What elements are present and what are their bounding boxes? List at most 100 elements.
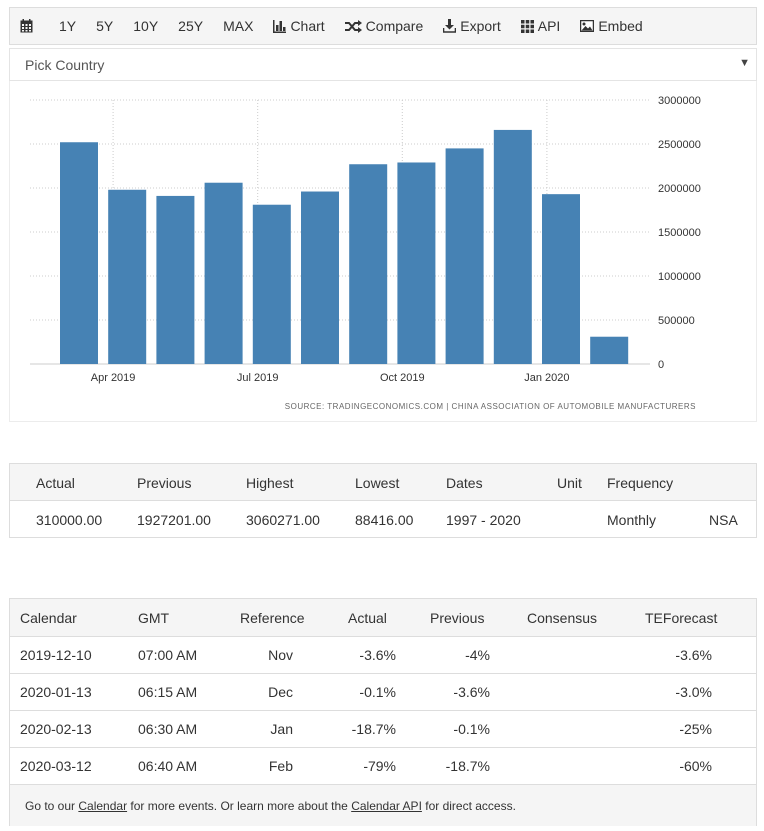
summary-header-actual: Actual	[36, 474, 75, 491]
calendar-cell-previous: -18.7%	[445, 758, 490, 774]
calendar-api-link[interactable]: Calendar API	[351, 798, 422, 813]
summary-header-previous: Previous	[137, 474, 192, 491]
y-tick-label: 3000000	[658, 95, 701, 107]
summary-frequency-value: Monthly	[607, 511, 657, 528]
calendar-icon	[20, 19, 33, 33]
calendar-header-actual: Actual	[348, 609, 387, 626]
footer-text-3: for direct access.	[421, 798, 516, 813]
grid-icon	[520, 19, 534, 33]
calendar-icon-button[interactable]	[10, 8, 49, 44]
calendar-cell-reference: Feb	[268, 758, 293, 774]
bar	[204, 182, 243, 364]
calendar-cell-teforecast: -3.6%	[675, 647, 712, 663]
calendar-cell-previous: -4%	[465, 647, 490, 663]
range-max-button[interactable]: MAX	[223, 18, 254, 34]
summary-actual-value: 310000.00	[36, 511, 103, 528]
summary-lowest-value: 88416.00	[355, 511, 414, 528]
calendar-cell-gmt: 06:30 AM	[138, 721, 198, 737]
api-label: API	[537, 18, 561, 34]
calendar-cell-reference: Dec	[268, 684, 293, 700]
image-icon	[580, 20, 595, 32]
calendar-cell-teforecast: -3.0%	[675, 684, 712, 700]
y-tick-label: 1500000	[658, 227, 701, 239]
chevron-down-icon: ▼	[739, 57, 750, 69]
calendar-cell-date: 2019-12-10	[20, 647, 92, 663]
summary-header-dates: Dates	[446, 474, 483, 491]
bar	[252, 204, 291, 364]
y-tick-label: 1000000	[658, 271, 701, 283]
range-10y-button[interactable]: 10Y	[133, 18, 159, 34]
range-1y-button[interactable]: 1Y	[59, 18, 77, 34]
bar	[60, 142, 98, 364]
x-tick-label: Jul 2019	[237, 372, 279, 384]
calendar-header-consensus: Consensus	[527, 609, 598, 626]
calendar-footer: Go to our Calendar for more events. Or l…	[10, 785, 756, 826]
summary-dates-value: 1997 - 2020	[446, 511, 521, 528]
x-tick-label: Apr 2019	[91, 372, 136, 384]
y-tick-label: 0	[658, 359, 664, 371]
y-tick-label: 2500000	[658, 139, 701, 151]
calendar-cell-previous: -3.6%	[453, 684, 490, 700]
summary-previous-value: 1927201.00	[137, 511, 211, 528]
summary-header-unit: Unit	[557, 474, 582, 491]
api-button[interactable]: API	[511, 8, 571, 44]
bar	[590, 336, 629, 364]
calendar-row: 2019-12-10 07:00 AM Nov -3.6% -4% -3.6%	[10, 637, 756, 674]
summary-table: Actual Previous Highest Lowest Dates Uni…	[9, 463, 757, 538]
calendar-header-gmt: GMT	[138, 609, 170, 626]
shuffle-icon	[344, 19, 362, 33]
calendar-cell-reference: Jan	[270, 721, 293, 737]
chart-type-button[interactable]: Chart	[263, 8, 334, 44]
calendar-header-reference: Reference	[240, 609, 305, 626]
calendar-header-teforecast: TEForecast	[645, 609, 718, 626]
summary-highest-value: 3060271.00	[246, 511, 320, 528]
bar-chart-icon	[273, 19, 287, 33]
chart-source: SOURCE: TRADINGECONOMICS.COM | CHINA ASS…	[285, 402, 696, 411]
y-tick-label: 2000000	[658, 183, 701, 195]
calendar-header-date: Calendar	[20, 609, 77, 626]
chart-container: 0 500000 1000000 1500000 2000000 2500000 30000…	[9, 81, 757, 422]
range-5y-button[interactable]: 5Y	[96, 18, 114, 34]
download-icon	[443, 19, 457, 33]
bar	[445, 148, 484, 364]
calendar-cell-actual: -0.1%	[359, 684, 396, 700]
calendar-cell-actual: -79%	[363, 758, 396, 774]
bar	[156, 195, 195, 364]
compare-label: Compare	[365, 18, 424, 34]
calendar-cell-date: 2020-01-13	[20, 684, 92, 700]
calendar-row: 2020-01-13 06:15 AM Dec -0.1% -3.6% -3.0%	[10, 674, 756, 711]
chart-toolbar: 1Y 5Y 10Y 25Y MAX Chart Compare Export A…	[9, 7, 757, 45]
x-tick-label: Oct 2019	[380, 372, 425, 384]
summary-adjustment-value: NSA	[709, 511, 738, 528]
export-label: Export	[460, 18, 501, 34]
calendar-cell-date: 2020-02-13	[20, 721, 92, 737]
x-tick-label: Jan 2020	[524, 372, 569, 384]
compare-button[interactable]: Compare	[335, 8, 434, 44]
chart-type-label: Chart	[290, 18, 325, 34]
country-picker[interactable]: Pick Country ▼	[9, 48, 757, 81]
calendar-cell-teforecast: -60%	[679, 758, 712, 774]
calendar-cell-reference: Nov	[268, 647, 293, 663]
summary-values-row: 310000.00 1927201.00 3060271.00 88416.00…	[10, 501, 756, 538]
calendar-link[interactable]: Calendar	[78, 798, 128, 813]
footer-text-1: Go to our	[25, 798, 79, 813]
calendar-cell-gmt: 06:15 AM	[138, 684, 198, 700]
bar	[542, 194, 580, 364]
calendar-table: Calendar GMT Reference Actual Previous C…	[9, 598, 757, 826]
calendar-cell-gmt: 07:00 AM	[138, 647, 198, 663]
footer-text-2: for more events. Or learn more about the	[127, 798, 352, 813]
summary-header-row: Actual Previous Highest Lowest Dates Uni…	[10, 464, 756, 501]
calendar-cell-date: 2020-03-12	[20, 758, 92, 774]
calendar-header-previous: Previous	[430, 609, 485, 626]
calendar-cell-teforecast: -25%	[679, 721, 712, 737]
calendar-cell-actual: -18.7%	[351, 721, 396, 737]
bar	[493, 129, 532, 364]
bar	[397, 162, 436, 364]
y-tick-label: 500000	[658, 315, 695, 327]
calendar-row: 2020-02-13 06:30 AM Jan -18.7% -0.1% -25%	[10, 711, 756, 748]
range-25y-button[interactable]: 25Y	[178, 18, 204, 34]
calendar-cell-previous: -0.1%	[453, 721, 490, 737]
bar-chart: 0 500000 1000000 1500000 2000000 2500000 30000…	[30, 95, 701, 411]
embed-button[interactable]: Embed	[570, 8, 652, 44]
export-button[interactable]: Export	[433, 8, 510, 44]
